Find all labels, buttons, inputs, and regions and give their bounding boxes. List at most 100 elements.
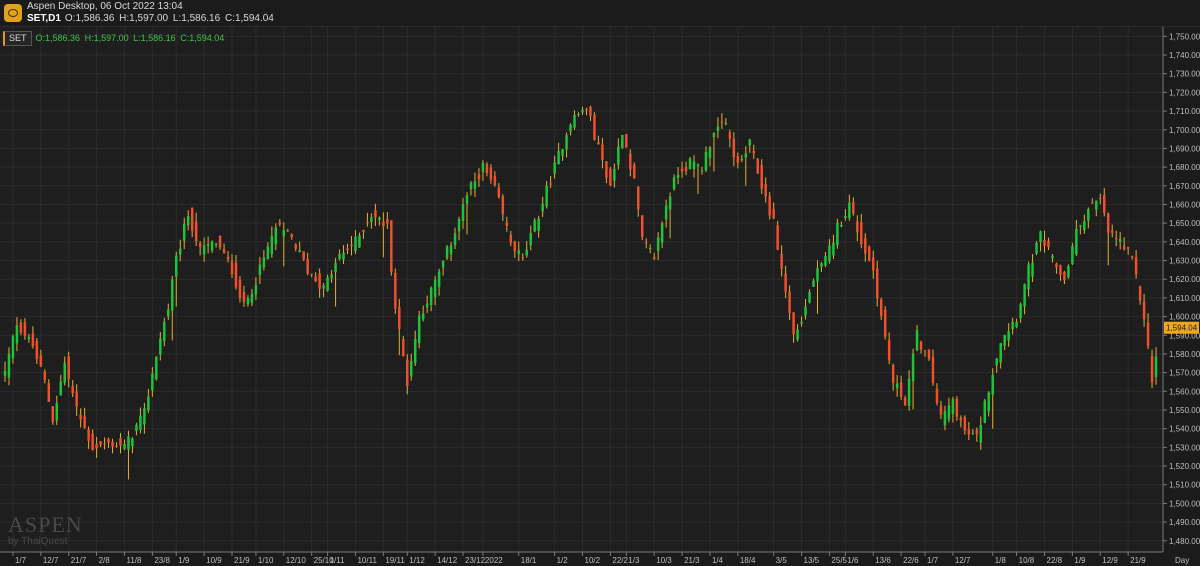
x-tick-label: 14/12	[437, 556, 458, 565]
candle-body	[7, 353, 11, 378]
candle-body	[314, 276, 317, 282]
x-tick-label: 25/10	[314, 556, 335, 565]
candle-body	[1146, 322, 1150, 347]
candle-body	[875, 268, 879, 299]
candle-body	[1134, 257, 1138, 275]
y-tick-label: 1,730.00	[1169, 70, 1200, 79]
candle-body	[840, 225, 843, 227]
candle-body	[999, 342, 1002, 363]
candle-body	[410, 361, 413, 377]
candle-body	[167, 309, 170, 317]
candle-body	[1011, 321, 1014, 330]
candle-body	[724, 122, 728, 124]
candle-body	[127, 436, 130, 450]
candle-body	[708, 146, 712, 159]
candle-body	[585, 109, 588, 111]
plot-area[interactable]	[0, 27, 1163, 552]
candle-body	[672, 177, 676, 189]
candle-body	[282, 229, 286, 237]
candle-body	[621, 135, 624, 148]
candle-body	[1055, 263, 1058, 268]
candle-body	[1063, 271, 1066, 281]
candle-body	[533, 220, 536, 232]
candle-body	[469, 182, 473, 190]
candle-body	[581, 109, 584, 113]
candle-body	[234, 262, 238, 288]
candle-body	[589, 106, 592, 117]
candle-body	[230, 261, 234, 275]
candle-body	[625, 134, 628, 148]
candle-body	[561, 149, 564, 156]
y-tick-label: 1,560.00	[1169, 387, 1200, 396]
candle-body	[210, 241, 214, 251]
ohlc-high: H:1,597.00	[119, 13, 169, 24]
x-tick-label: 25/5	[831, 556, 847, 565]
candle-body	[445, 246, 449, 259]
candle-body	[513, 241, 517, 252]
candle-body	[609, 168, 612, 186]
candle-body	[660, 223, 664, 243]
candle-body	[171, 279, 174, 311]
candle-body	[983, 400, 986, 423]
x-tick-label: 13/6	[875, 556, 891, 565]
candle-body	[1150, 355, 1154, 383]
candle-body	[1122, 245, 1126, 249]
candle-body	[493, 176, 497, 186]
candle-body	[19, 322, 23, 333]
legend-open: O:1,586.36	[35, 33, 81, 43]
candle-body	[242, 292, 246, 302]
watermark-brand: ASPEN	[8, 512, 83, 537]
candle-body	[1118, 238, 1122, 242]
candle-body	[350, 244, 353, 247]
candle-body	[1130, 256, 1134, 258]
y-tick-label: 1,480.00	[1169, 537, 1200, 546]
time-axis-bg	[0, 552, 1163, 566]
candle-body	[736, 156, 740, 163]
candle-body	[1047, 240, 1050, 248]
x-tick-label: 1/6	[847, 556, 859, 565]
candle-body	[923, 350, 927, 352]
candle-body	[270, 235, 274, 255]
candle-body	[413, 339, 417, 364]
candle-body	[740, 158, 744, 161]
candle-body	[652, 257, 656, 260]
candle-body	[796, 329, 799, 340]
candle-body	[848, 202, 851, 219]
x-tick-label: 21/9	[234, 556, 250, 565]
candle-body	[947, 405, 951, 420]
candle-body	[963, 417, 967, 431]
candle-body	[728, 132, 732, 139]
candle-body	[107, 438, 110, 443]
y-tick-label: 1,540.00	[1169, 425, 1200, 434]
candle-body	[780, 253, 783, 269]
legend-symbol-tag[interactable]: SET	[3, 31, 32, 46]
candle-body	[1110, 230, 1114, 233]
x-tick-label: 10/2	[585, 556, 601, 565]
candle-body	[959, 417, 963, 421]
x-tick-label: 12/9	[1102, 556, 1118, 565]
x-tick-label: 18/1	[521, 556, 537, 565]
watermark-sub: by ThaiQuest	[8, 536, 68, 547]
candle-body	[569, 124, 572, 132]
candle-body	[135, 424, 138, 431]
candle-body	[43, 371, 47, 380]
candle-body	[872, 257, 875, 271]
candle-body	[330, 274, 333, 279]
candle-body	[51, 406, 55, 423]
x-tick-label: 2/8	[99, 556, 111, 565]
candle-body	[87, 429, 90, 441]
candle-body	[1043, 239, 1046, 246]
candle-body	[202, 245, 206, 255]
candle-body	[370, 216, 373, 222]
candle-body	[593, 114, 596, 140]
x-tick-label: 1/9	[178, 556, 190, 565]
x-tick-label: 22/8	[1047, 556, 1063, 565]
candle-body	[437, 271, 441, 288]
candle-body	[760, 165, 763, 190]
candle-body	[425, 303, 429, 308]
candle-body	[1142, 301, 1146, 320]
candle-body	[744, 153, 748, 158]
candle-body	[700, 170, 704, 172]
candle-body	[214, 243, 218, 245]
